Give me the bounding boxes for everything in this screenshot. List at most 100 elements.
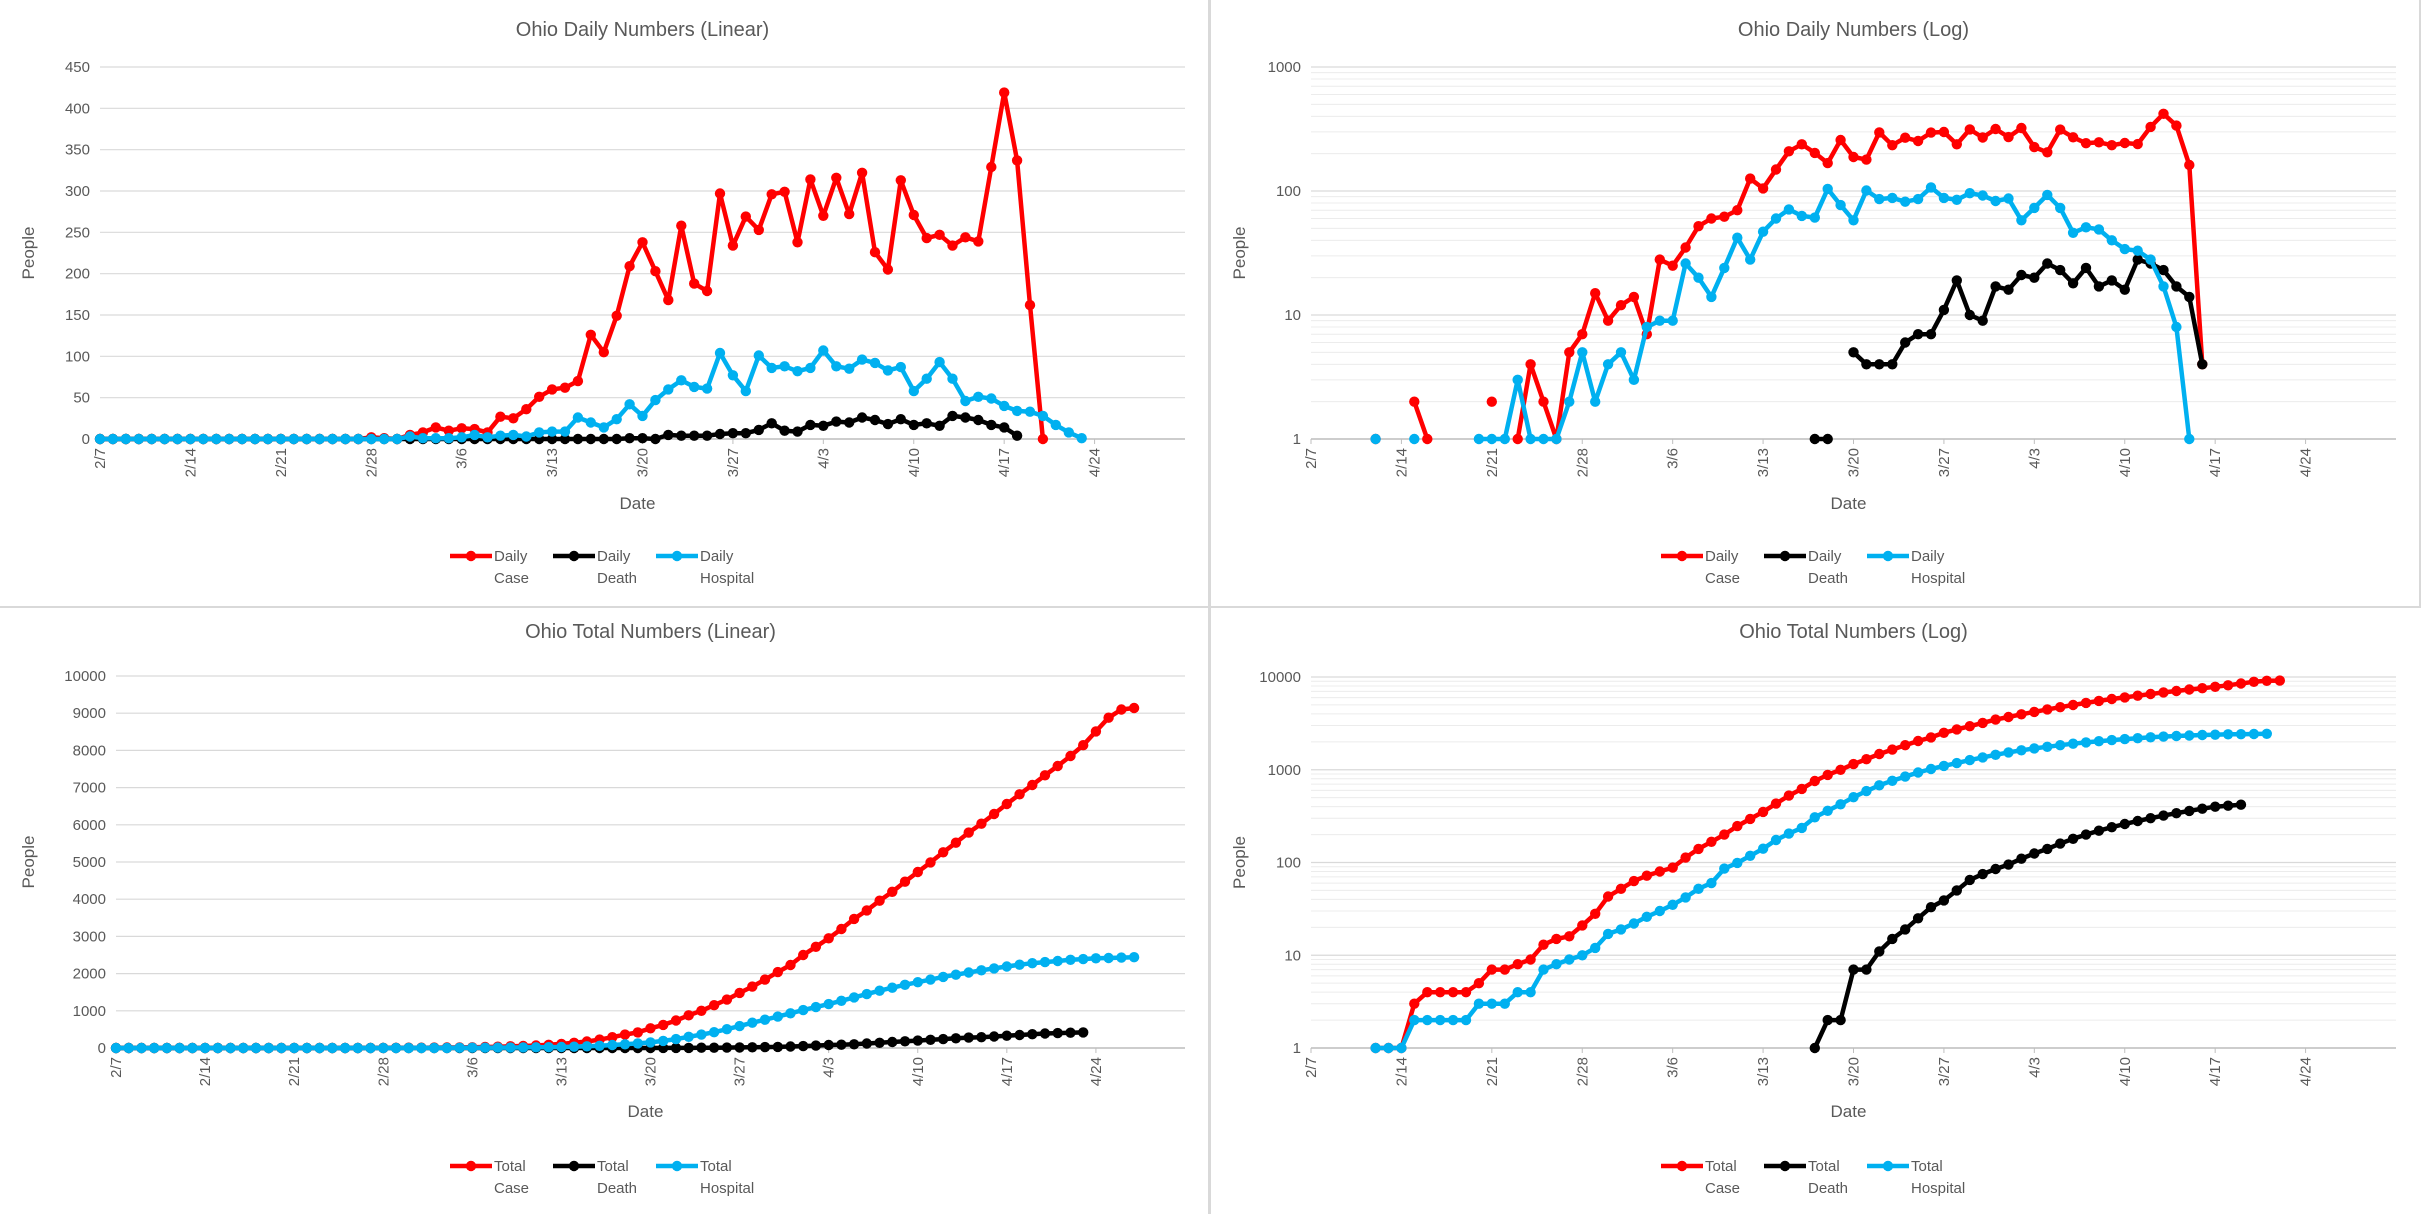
data-point-total-case <box>1693 843 1704 855</box>
data-point-total-case <box>2261 675 2272 686</box>
data-point-total-hospital <box>314 1042 325 1054</box>
data-point-total-case <box>1822 769 1833 781</box>
data-point-daily-death <box>546 433 558 445</box>
y-tick-label: 6000 <box>73 817 106 834</box>
data-point-daily-death <box>637 433 648 444</box>
y-tick-label: 350 <box>65 142 90 159</box>
data-point-total-hospital <box>505 1042 516 1053</box>
series-daily-hospital <box>94 345 1087 445</box>
x-tick-label: 4/17 <box>2207 1057 2224 1086</box>
data-point-daily-case <box>805 174 816 185</box>
data-point-total-case <box>2235 678 2247 689</box>
x-tick-label: 4/24 <box>1087 448 1104 477</box>
data-point-total-death <box>1822 1014 1833 1026</box>
x-tick-label: 2/7 <box>1303 448 1320 469</box>
data-point-total-case <box>1473 978 1485 989</box>
data-point-daily-case <box>2029 141 2040 153</box>
data-point-total-case <box>1460 987 1472 998</box>
data-point-daily-case <box>1770 164 1782 175</box>
data-point-daily-death <box>818 420 829 431</box>
data-point-total-case <box>721 994 733 1005</box>
data-point-daily-hospital <box>1667 315 1678 326</box>
data-point-daily-hospital <box>546 426 558 437</box>
chart-total-log: Ohio Total Numbers (Log) 1 10 100 1000 10000 2… <box>1211 608 2419 1214</box>
data-point-total-death <box>2184 805 2195 817</box>
y-tick-label: 200 <box>65 266 90 283</box>
data-point-daily-case <box>1900 132 1911 143</box>
data-point-daily-death <box>1848 347 1859 358</box>
data-point-daily-death <box>663 429 674 441</box>
data-point-total-case <box>2145 688 2156 700</box>
data-point-total-death <box>912 1035 923 1046</box>
legend-item-daily-case: Daily Case <box>450 548 529 587</box>
y-tick-label: 0 <box>82 431 90 448</box>
x-tick-label: 3/20 <box>1846 1057 1863 1086</box>
data-point-daily-hospital <box>508 429 519 441</box>
x-tick-label: 3/13 <box>553 1057 570 1086</box>
data-point-total-case <box>1900 740 1911 751</box>
data-point-total-case <box>1525 954 1536 965</box>
data-point-daily-case <box>856 167 868 178</box>
x-tick-label: 4/3 <box>2026 1057 2043 1078</box>
data-point-total-case <box>1078 740 1089 751</box>
data-point-daily-hospital <box>236 433 248 445</box>
data-point-daily-hospital <box>1706 291 1717 303</box>
data-point-daily-hospital <box>185 433 196 445</box>
data-point-total-hospital <box>1706 877 1717 889</box>
x-tick-label: 2/7 <box>108 1057 125 1078</box>
x-tick-label: 3/6 <box>1665 1057 1682 1078</box>
x-axis-label: Date <box>620 494 656 513</box>
data-point-daily-case <box>1887 140 1898 151</box>
data-point-daily-hospital <box>146 433 157 445</box>
data-point-total-hospital <box>721 1024 733 1035</box>
data-point-total-case <box>2184 684 2195 695</box>
data-point-daily-death <box>1951 275 1962 286</box>
data-point-total-hospital <box>988 963 1000 974</box>
data-point-daily-hospital <box>404 431 416 442</box>
series-line-total-death <box>1812 802 2242 1049</box>
data-point-total-case <box>2158 687 2169 698</box>
legend-label: Daily Death <box>1808 548 1848 587</box>
data-point-total-death <box>1938 895 1950 906</box>
data-point-total-death <box>2210 801 2221 812</box>
series-daily-case <box>1370 108 2208 445</box>
data-point-daily-case <box>637 237 648 248</box>
legend-label: Total Death <box>1808 1158 1848 1197</box>
data-point-total-death <box>963 1032 974 1043</box>
data-point-total-hospital <box>2029 743 2040 754</box>
data-point-total-hospital <box>1770 834 1782 846</box>
data-point-daily-case <box>869 247 881 258</box>
data-point-daily-hospital <box>882 365 894 376</box>
data-point-daily-hospital <box>2055 202 2066 214</box>
data-point-total-case <box>1925 732 1937 743</box>
data-point-total-case <box>2080 697 2092 709</box>
data-point-total-hospital <box>1938 760 1950 772</box>
data-point-total-hospital <box>1460 1014 1472 1026</box>
data-point-total-case <box>1848 758 1859 770</box>
data-point-total-hospital <box>823 998 834 1010</box>
legend-label: Total Case <box>1705 1158 1740 1197</box>
data-point-daily-hospital <box>1990 195 2001 207</box>
data-point-total-hospital <box>289 1042 300 1054</box>
data-point-total-hospital <box>772 1011 783 1022</box>
y-axis-label: People <box>1230 836 1249 889</box>
data-point-daily-hospital <box>1783 204 1795 215</box>
data-point-total-case <box>1001 798 1012 810</box>
x-tick-label: 3/27 <box>1936 1057 1953 1086</box>
data-point-daily-death <box>973 414 984 426</box>
data-point-total-case <box>645 1023 656 1034</box>
data-point-total-hospital <box>1861 785 1872 797</box>
data-point-daily-case <box>585 329 596 340</box>
data-point-daily-death <box>2119 284 2130 295</box>
gridlines <box>100 66 1185 440</box>
data-point-daily-hospital <box>908 385 919 397</box>
data-point-daily-hospital <box>1602 359 1614 370</box>
data-point-total-hospital <box>874 985 885 996</box>
data-point-daily-hospital <box>2029 202 2040 214</box>
data-point-total-case <box>1551 933 1562 945</box>
data-point-total-case <box>1409 998 1420 1009</box>
data-point-total-case <box>1667 862 1678 873</box>
x-axis-label: Date <box>628 1102 664 1121</box>
data-point-daily-case <box>1680 242 1691 253</box>
data-point-daily-death <box>1809 433 1820 445</box>
